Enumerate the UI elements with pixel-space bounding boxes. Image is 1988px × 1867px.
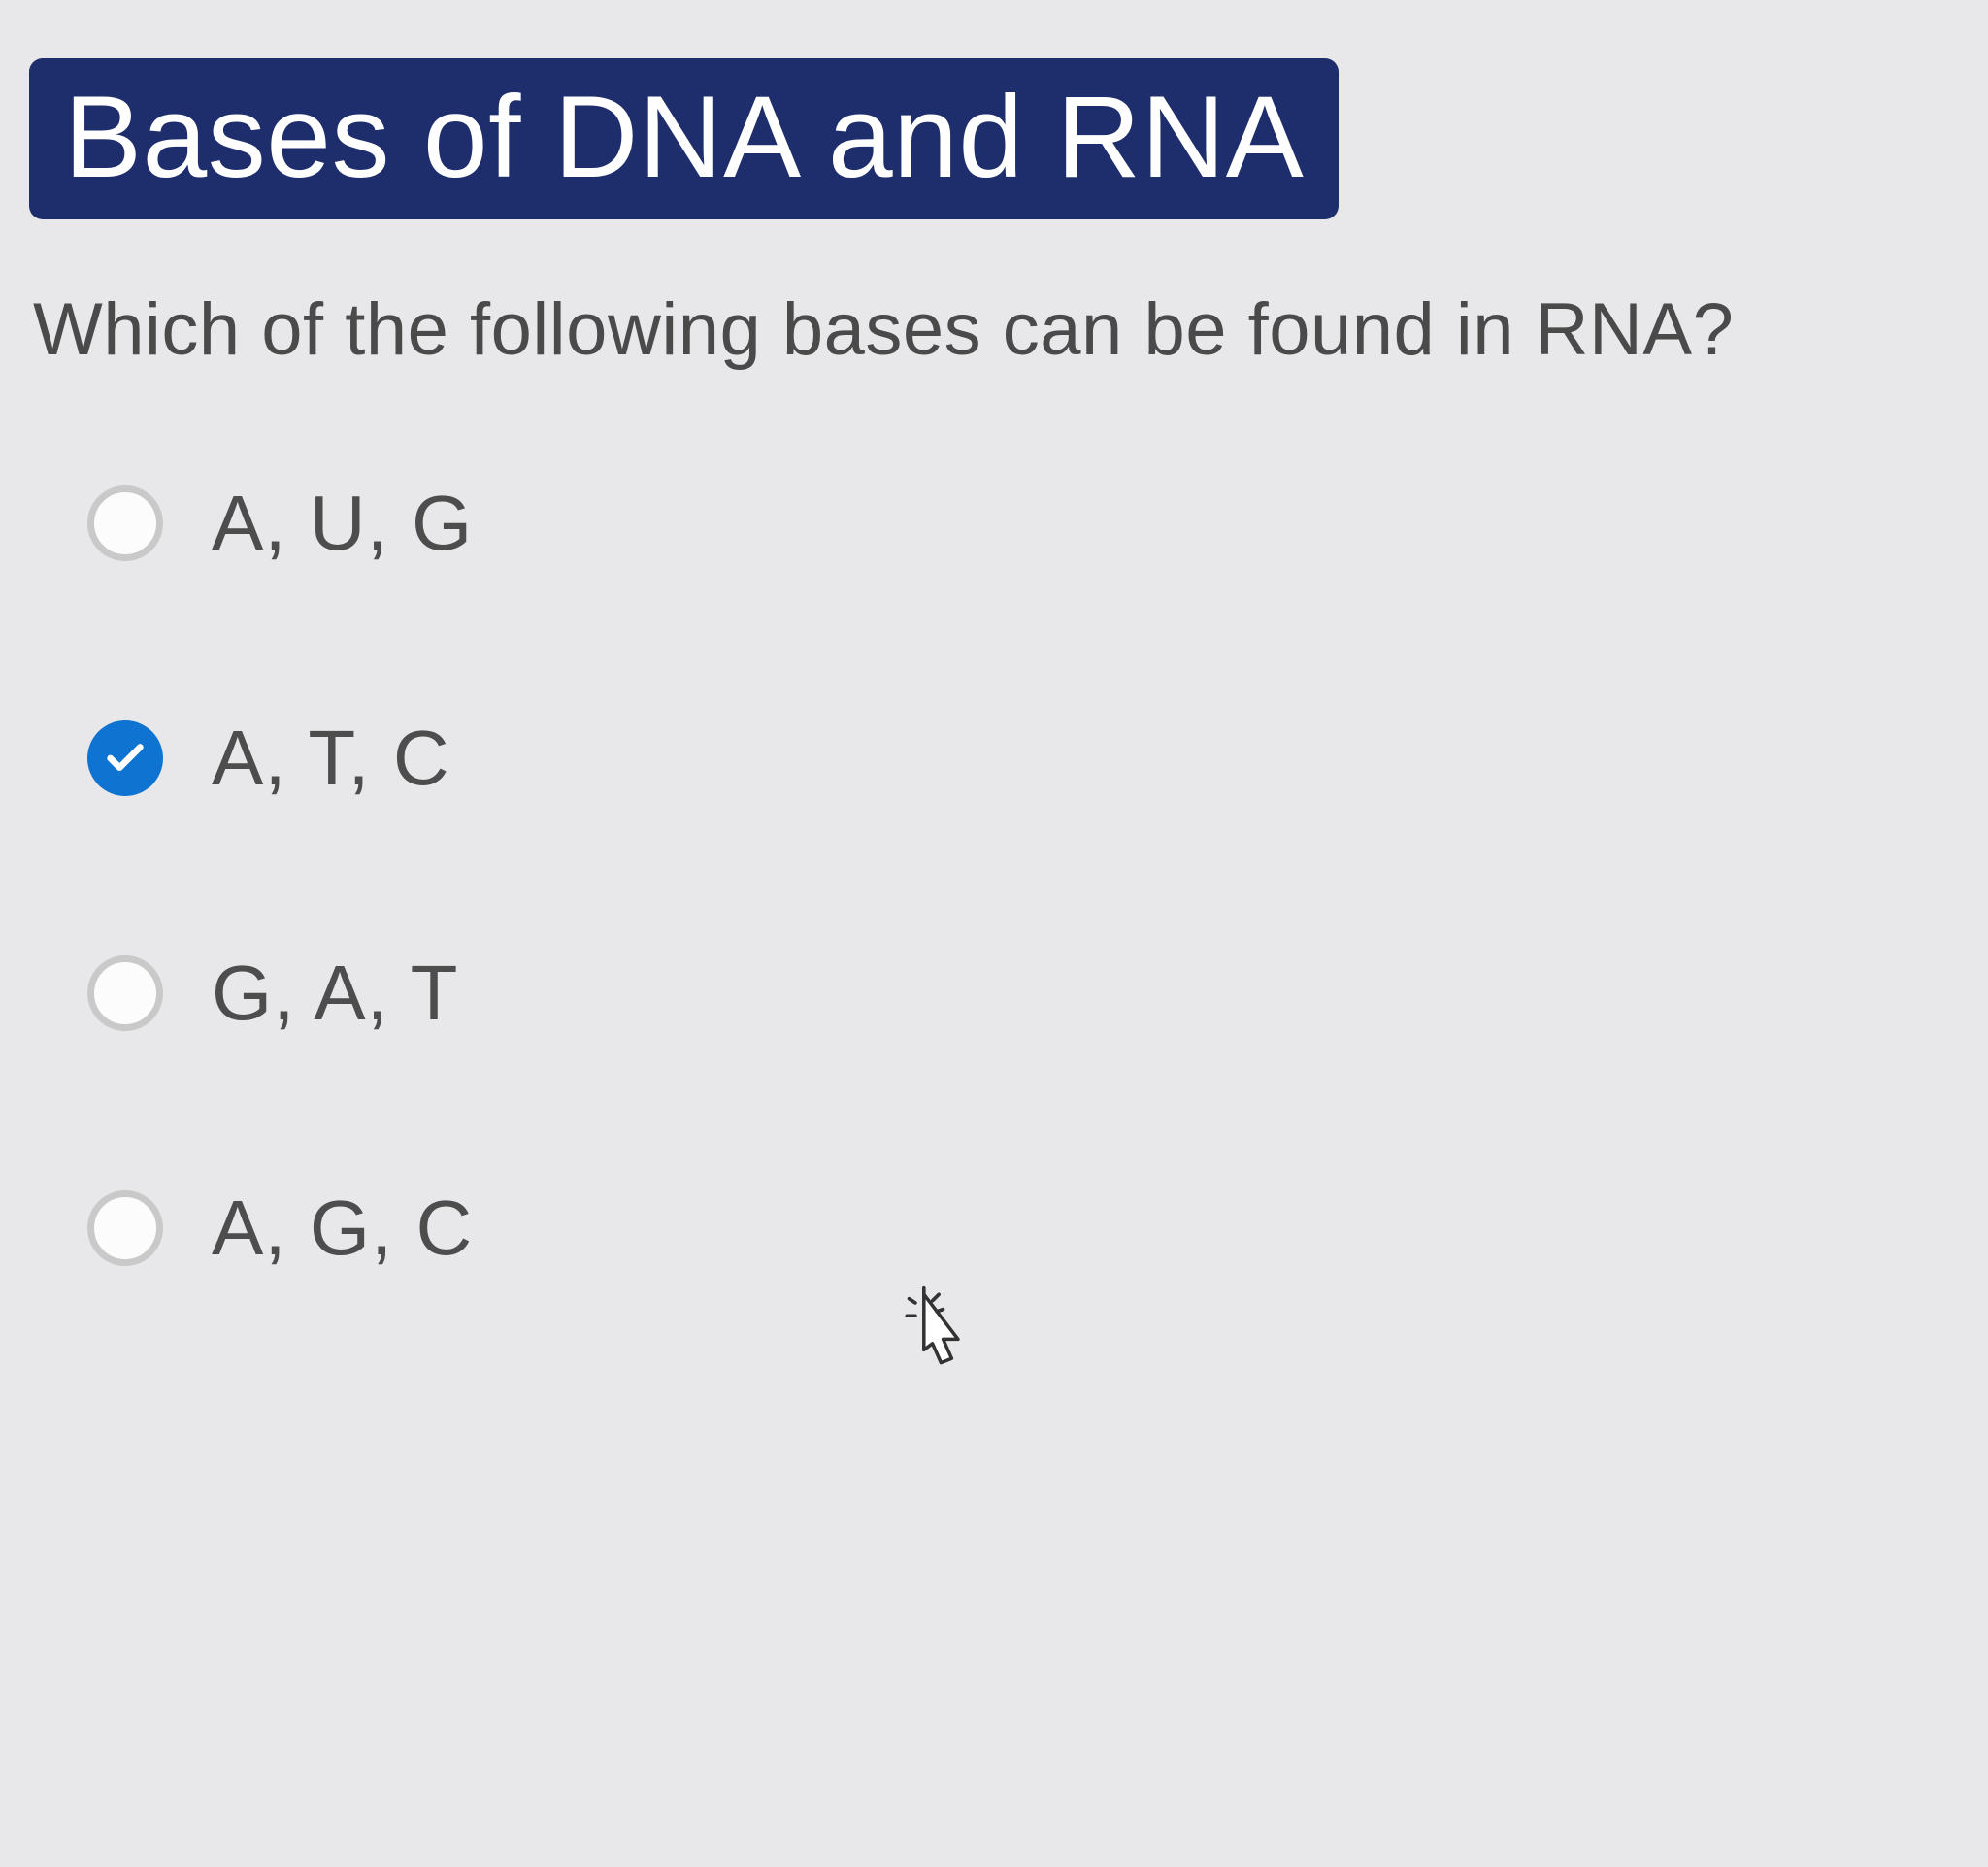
option-label: A, U, G [212, 479, 473, 568]
pointer-cursor-icon [893, 1282, 980, 1393]
option-label: G, A, T [212, 949, 459, 1038]
checkmark-icon [103, 736, 148, 781]
option-label: A, G, C [212, 1184, 473, 1273]
radio-icon[interactable] [87, 1190, 163, 1266]
option-label: A, T, C [212, 714, 450, 803]
radio-icon[interactable] [87, 485, 163, 561]
options-group: A, U, G A, T, C G, A, T A, G, C [29, 479, 1959, 1273]
radio-icon[interactable] [87, 955, 163, 1031]
option-3[interactable]: A, G, C [87, 1184, 1959, 1273]
question-text: Which of the following bases can be foun… [29, 287, 1959, 372]
radio-icon[interactable] [87, 720, 163, 796]
option-1[interactable]: A, T, C [87, 714, 1959, 803]
page-title: Bases of DNA and RNA [29, 58, 1339, 219]
option-2[interactable]: G, A, T [87, 949, 1959, 1038]
option-0[interactable]: A, U, G [87, 479, 1959, 568]
